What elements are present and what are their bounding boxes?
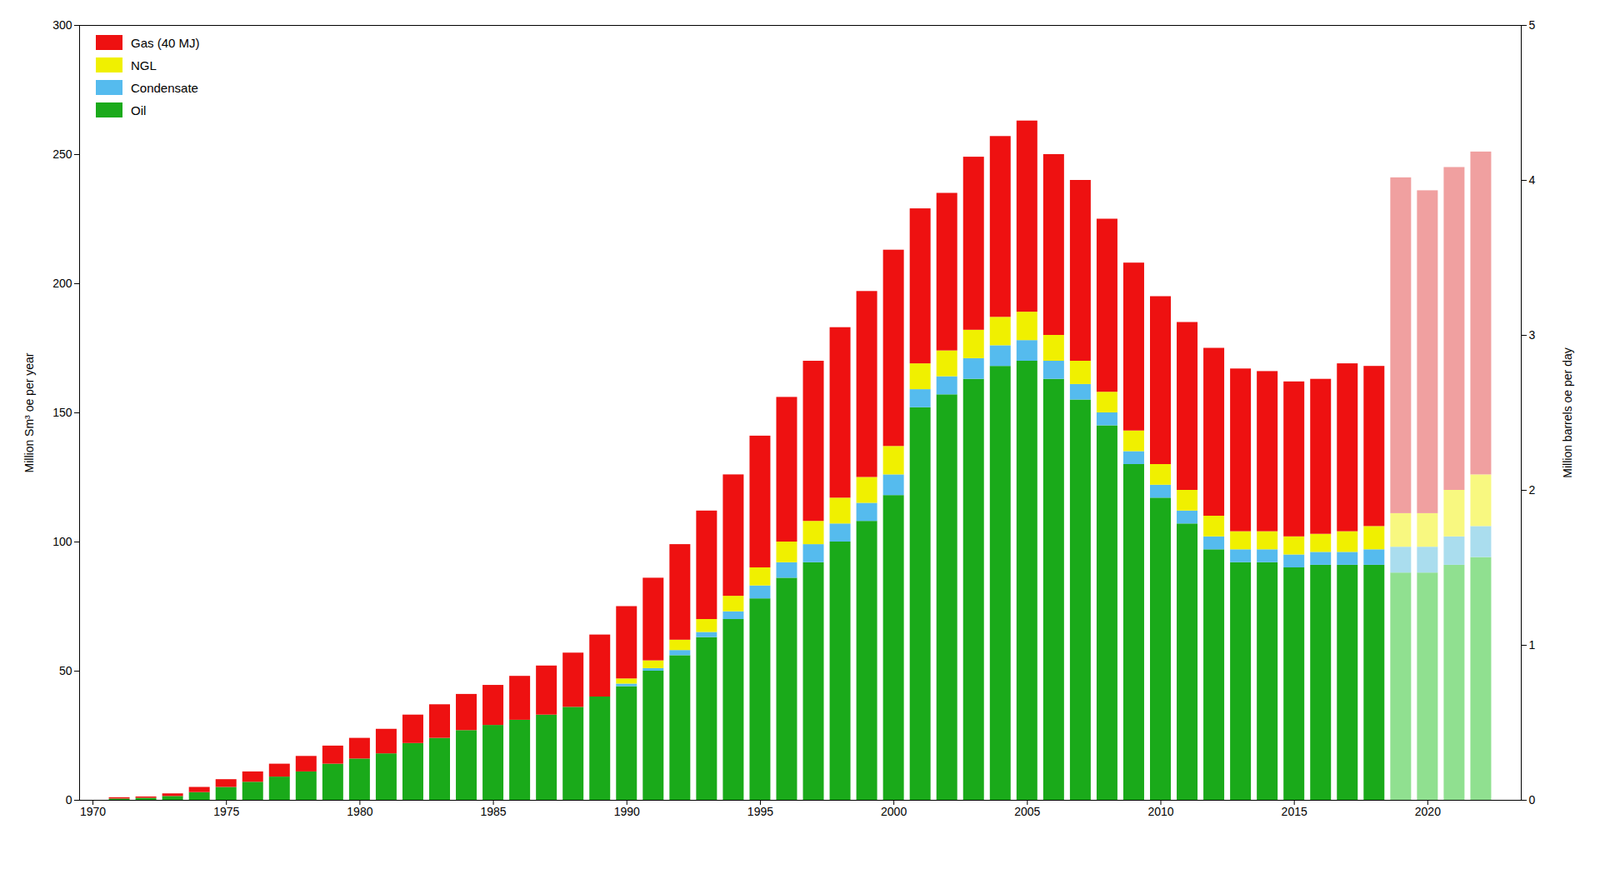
svg-text:50: 50 — [59, 664, 73, 678]
svg-text:200: 200 — [52, 276, 73, 290]
html-text:NGL: NGL — [130, 57, 157, 73]
svg-text:Million Sm³ oe per year: Million Sm³ oe per year — [22, 352, 36, 473]
svg-text:1: 1 — [1529, 638, 1536, 652]
html-text:Oil: Oil — [130, 102, 147, 118]
svg-text:1990: 1990 — [614, 805, 640, 819]
svg-text:2010: 2010 — [1147, 805, 1174, 819]
svg-text:Million barrels oe per day: Million barrels oe per day — [1560, 347, 1575, 478]
svg-text:2000: 2000 — [880, 805, 907, 819]
svg-text:2015: 2015 — [1281, 805, 1308, 819]
html-text:Gas (40 MJ): Gas (40 MJ) — [130, 35, 200, 50]
html-text:Condensate: Condensate — [130, 80, 199, 95]
svg-text:1985: 1985 — [480, 805, 506, 819]
svg-text:1980: 1980 — [346, 805, 373, 819]
svg-text:100: 100 — [52, 535, 73, 549]
svg-text:2: 2 — [1529, 483, 1536, 497]
svg-text:0: 0 — [1529, 793, 1536, 807]
svg-text:2005: 2005 — [1014, 805, 1040, 819]
svg-text:1970: 1970 — [80, 805, 106, 819]
svg-text:0: 0 — [65, 793, 73, 807]
svg-text:3: 3 — [1529, 328, 1536, 342]
svg-text:1975: 1975 — [213, 805, 240, 819]
svg-text:2020: 2020 — [1415, 805, 1441, 819]
svg-text:150: 150 — [52, 405, 73, 420]
svg-text:1995: 1995 — [747, 805, 774, 819]
svg-text:300: 300 — [52, 18, 73, 32]
svg-text:250: 250 — [52, 147, 73, 161]
svg-text:4: 4 — [1529, 173, 1536, 187]
svg-text:5: 5 — [1529, 18, 1536, 32]
